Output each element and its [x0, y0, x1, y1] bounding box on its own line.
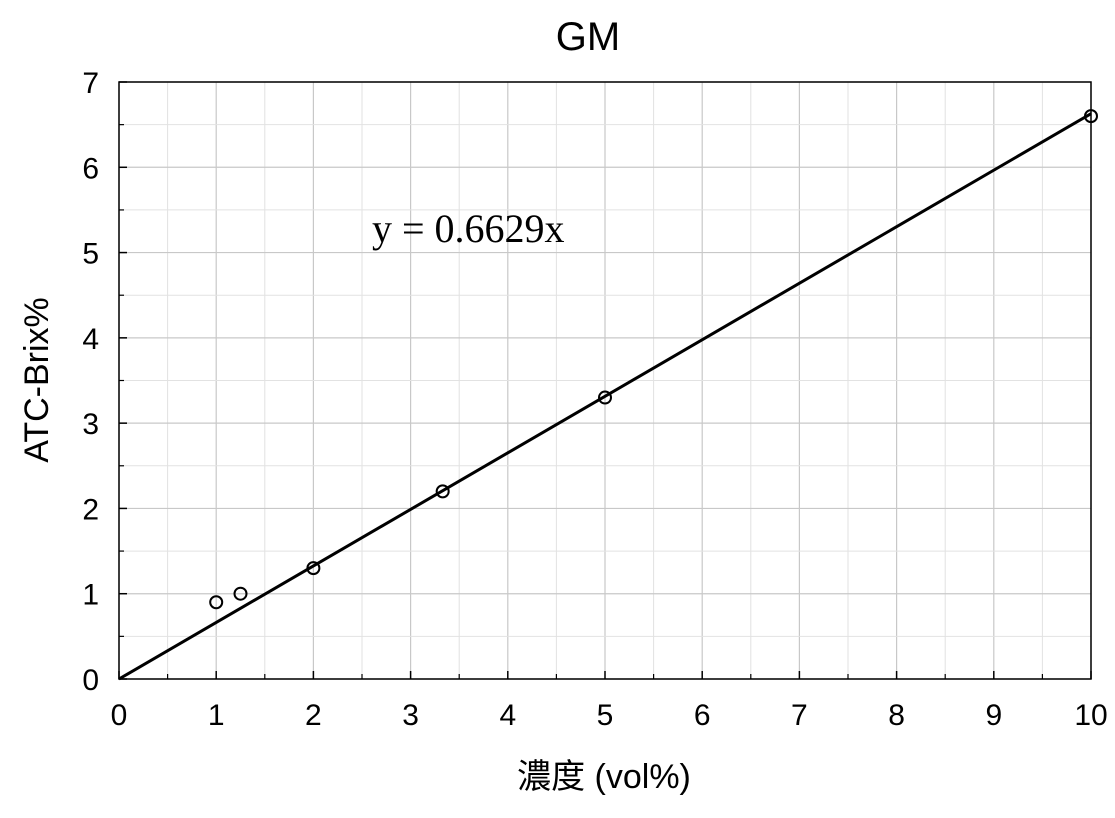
data-point [209, 595, 224, 610]
y-tick-label: 1 [82, 579, 99, 612]
x-tick-label: 6 [694, 699, 711, 732]
trendline [118, 112, 1092, 681]
y-tick-label: 4 [82, 323, 99, 356]
x-tick-label: 2 [305, 699, 322, 732]
data-point [233, 586, 248, 601]
y-tick-label: 6 [82, 152, 99, 185]
data-point [306, 561, 321, 576]
x-axis-label: 濃度 (vol%) [517, 758, 691, 796]
tick-labels-layer: 0 1 2 3 4 5 6 7 8 9 10 0 1 2 3 4 5 6 7 [82, 67, 1107, 732]
axes-layer [118, 81, 1092, 680]
data-point [435, 484, 450, 499]
x-tick-label: 5 [597, 699, 614, 732]
trendline-equation: y = 0.6629x [372, 206, 565, 251]
x-tick-label: 3 [402, 699, 419, 732]
grid-layer [118, 81, 1092, 680]
y-tick-label: 0 [82, 664, 99, 697]
y-tick-label: 2 [82, 493, 99, 526]
x-tick-label: 8 [888, 699, 905, 732]
x-tick-label: 7 [791, 699, 808, 732]
data-points-layer [209, 109, 1098, 610]
x-tick-label: 4 [499, 699, 516, 732]
y-tick-label: 3 [82, 408, 99, 441]
x-tick-label: 9 [985, 699, 1002, 732]
y-tick-label: 5 [82, 238, 99, 271]
y-tick-label: 7 [82, 67, 99, 100]
x-tick-label: 10 [1074, 699, 1107, 732]
data-point [598, 390, 612, 405]
x-tick-label: 1 [208, 699, 225, 732]
chart-title: GM [556, 15, 620, 59]
y-axis-label: ATC-Brix% [18, 297, 56, 463]
x-tick-label: 0 [111, 699, 128, 732]
trendline-layer [118, 112, 1092, 681]
data-point [1084, 109, 1098, 124]
